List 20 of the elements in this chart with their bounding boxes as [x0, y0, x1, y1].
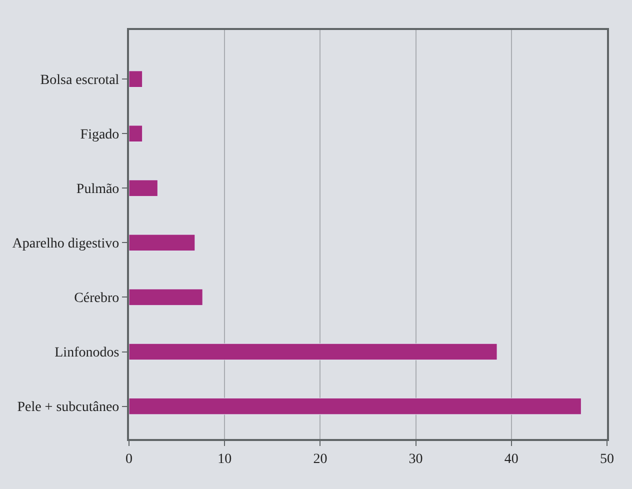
- bar: [129, 234, 196, 252]
- y-tick-label: Aparelho digestivo: [12, 236, 120, 252]
- y-tick-label: Pele + subcutâneo: [17, 400, 120, 416]
- y-tick-label: Bolsa escrotal: [40, 72, 120, 88]
- bar: [129, 180, 158, 197]
- x-tick-label: 50: [600, 452, 614, 467]
- bar: [129, 343, 498, 360]
- x-tick-label: 0: [126, 452, 132, 467]
- y-tick-label: Linfonodos: [54, 346, 120, 361]
- bar: [129, 398, 582, 415]
- x-tick-label: 10: [218, 452, 232, 467]
- x-tick-label: 40: [504, 452, 518, 467]
- x-tick-label: 20: [313, 452, 328, 467]
- bar: [129, 70, 143, 88]
- bar: [129, 288, 203, 306]
- x-tick-label: 30: [408, 452, 423, 467]
- y-tick-label: Figado: [80, 128, 120, 143]
- y-tick-label: Pulmão: [76, 182, 120, 198]
- bar: [129, 125, 143, 142]
- y-tick-label: Cérebro: [74, 291, 120, 306]
